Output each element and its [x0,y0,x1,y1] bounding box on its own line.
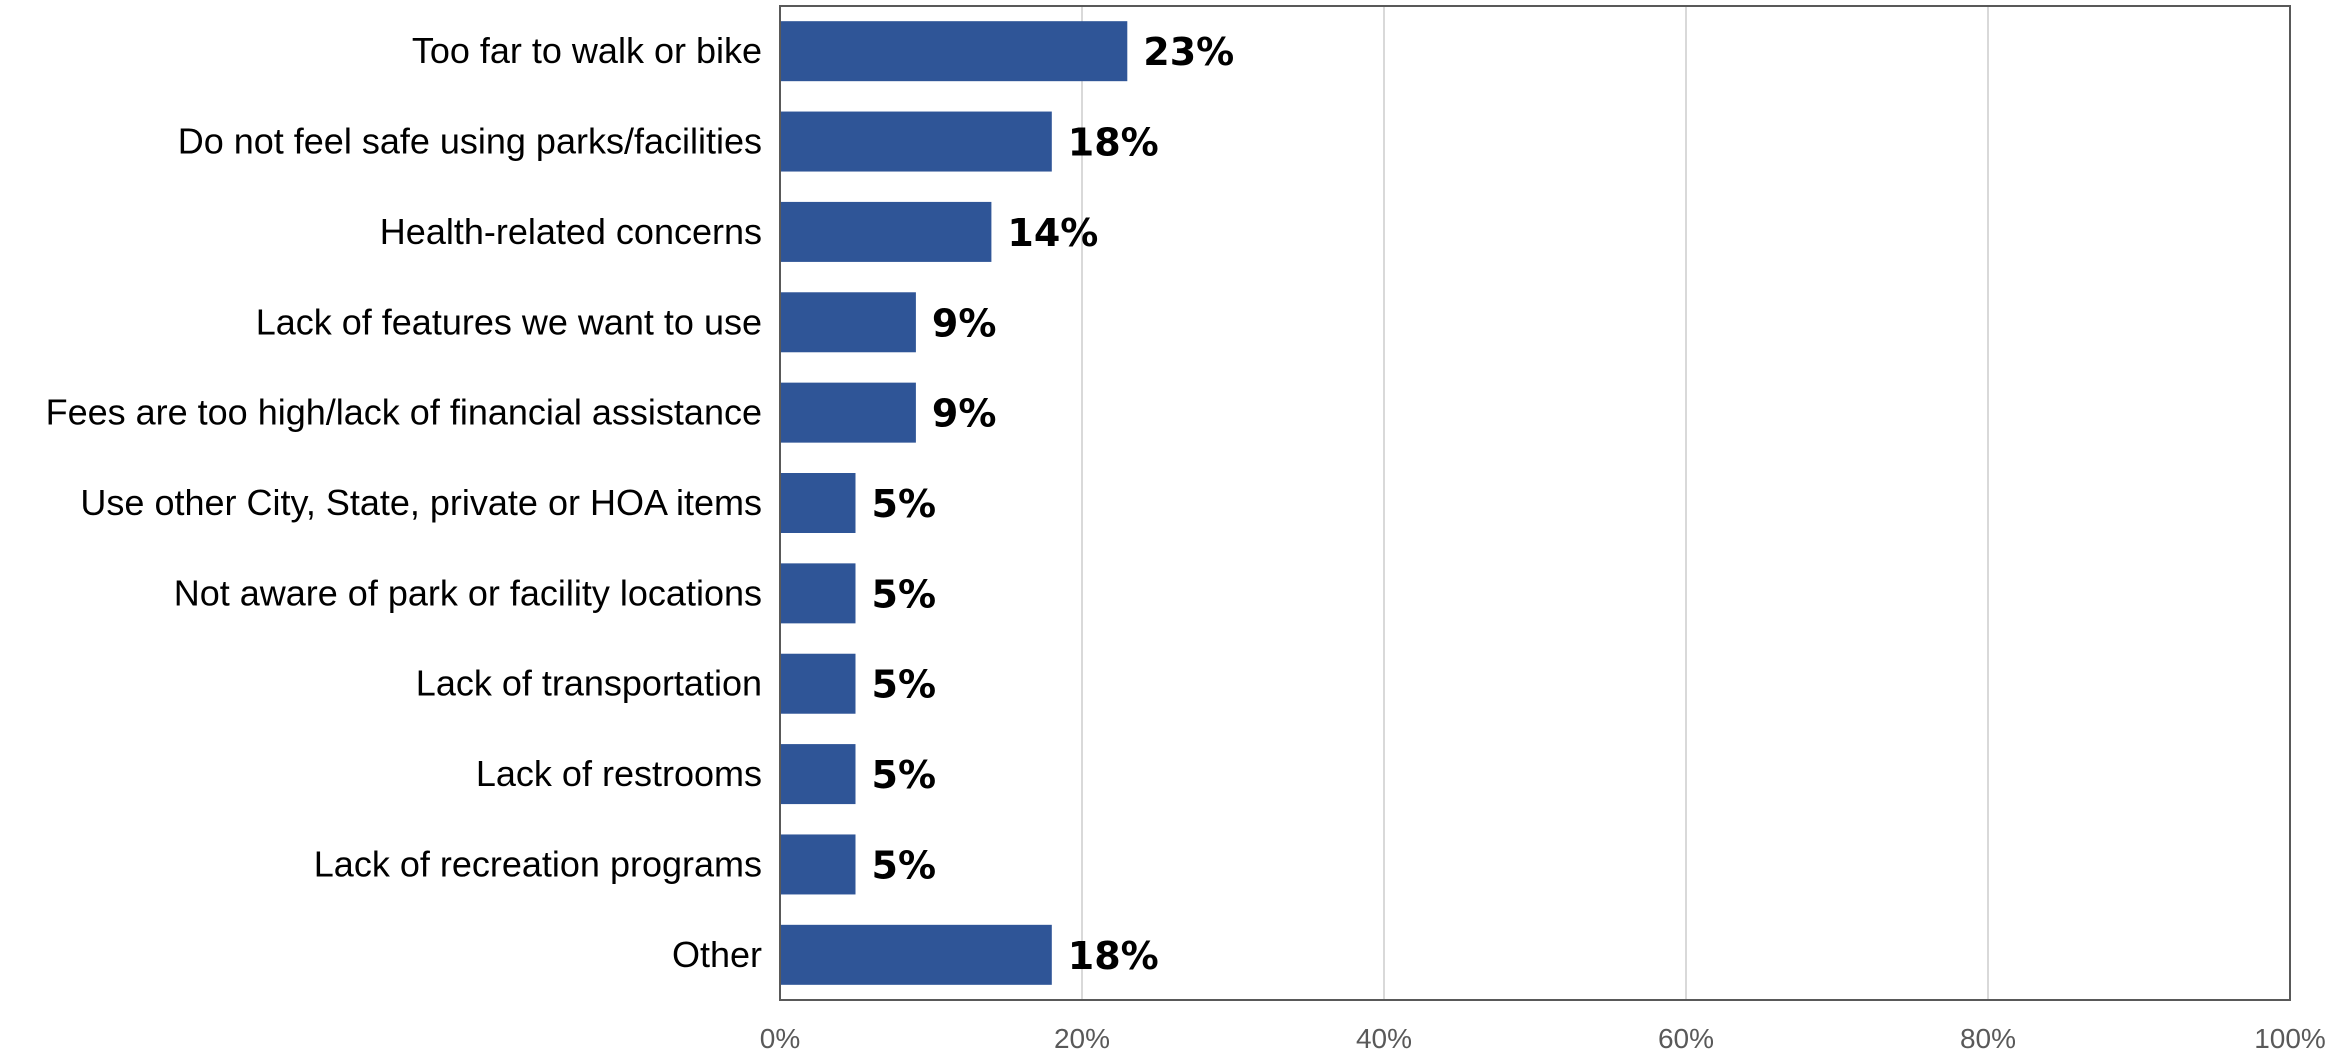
category-label: Not aware of park or facility locations [174,572,762,613]
category-labels: Too far to walk or bike Do not feel safe … [46,30,762,975]
value-label: 5% [872,843,937,887]
value-label: 5% [872,482,937,526]
value-label: 9% [932,301,997,345]
category-label: Too far to walk or bike [412,30,762,71]
bar [780,653,856,714]
category-label: Lack of transportation [416,663,762,704]
bars [780,21,1128,985]
bar [780,201,992,262]
x-tick-label: 100% [2254,1023,2326,1054]
bar [780,111,1052,172]
value-label: 5% [872,663,937,707]
category-label: Fees are too high/lack of financial assi… [46,392,762,433]
x-tick-label: 60% [1658,1023,1714,1054]
bar [780,834,856,895]
x-axis-tick-labels: 0% 20% 40% 60% 80% 100% [760,1023,2326,1054]
value-label: 18% [1068,121,1159,165]
category-label: Do not feel safe using parks/facilities [178,121,762,162]
category-label: Lack of features we want to use [256,301,762,342]
value-label: 5% [872,572,937,616]
bar [780,21,1128,82]
value-label: 23% [1143,30,1234,74]
value-labels: 23% 18% 14% 9% 9% 5% 5% 5% 5% 5% 18% [872,30,1235,978]
bar [780,924,1052,985]
bar [780,563,856,624]
x-tick-label: 20% [1054,1023,1110,1054]
category-label: Use other City, State, private or HOA it… [80,482,762,523]
category-label: Health-related concerns [380,211,762,252]
value-label: 14% [1007,211,1098,255]
category-label: Lack of recreation programs [314,843,762,884]
bar [780,744,856,805]
gridlines [1081,6,1989,1000]
plot-frame [779,5,2291,1001]
bar [780,473,856,533]
bar [780,382,916,443]
x-tick-label: 80% [1960,1023,2016,1054]
value-label: 9% [932,392,997,436]
value-label: 5% [872,753,937,797]
category-label: Lack of restrooms [476,753,762,794]
value-label: 18% [1068,934,1159,978]
category-label: Other [672,934,762,975]
x-tick-label: 0% [760,1023,800,1054]
bar [780,292,916,353]
x-tick-label: 40% [1356,1023,1412,1054]
